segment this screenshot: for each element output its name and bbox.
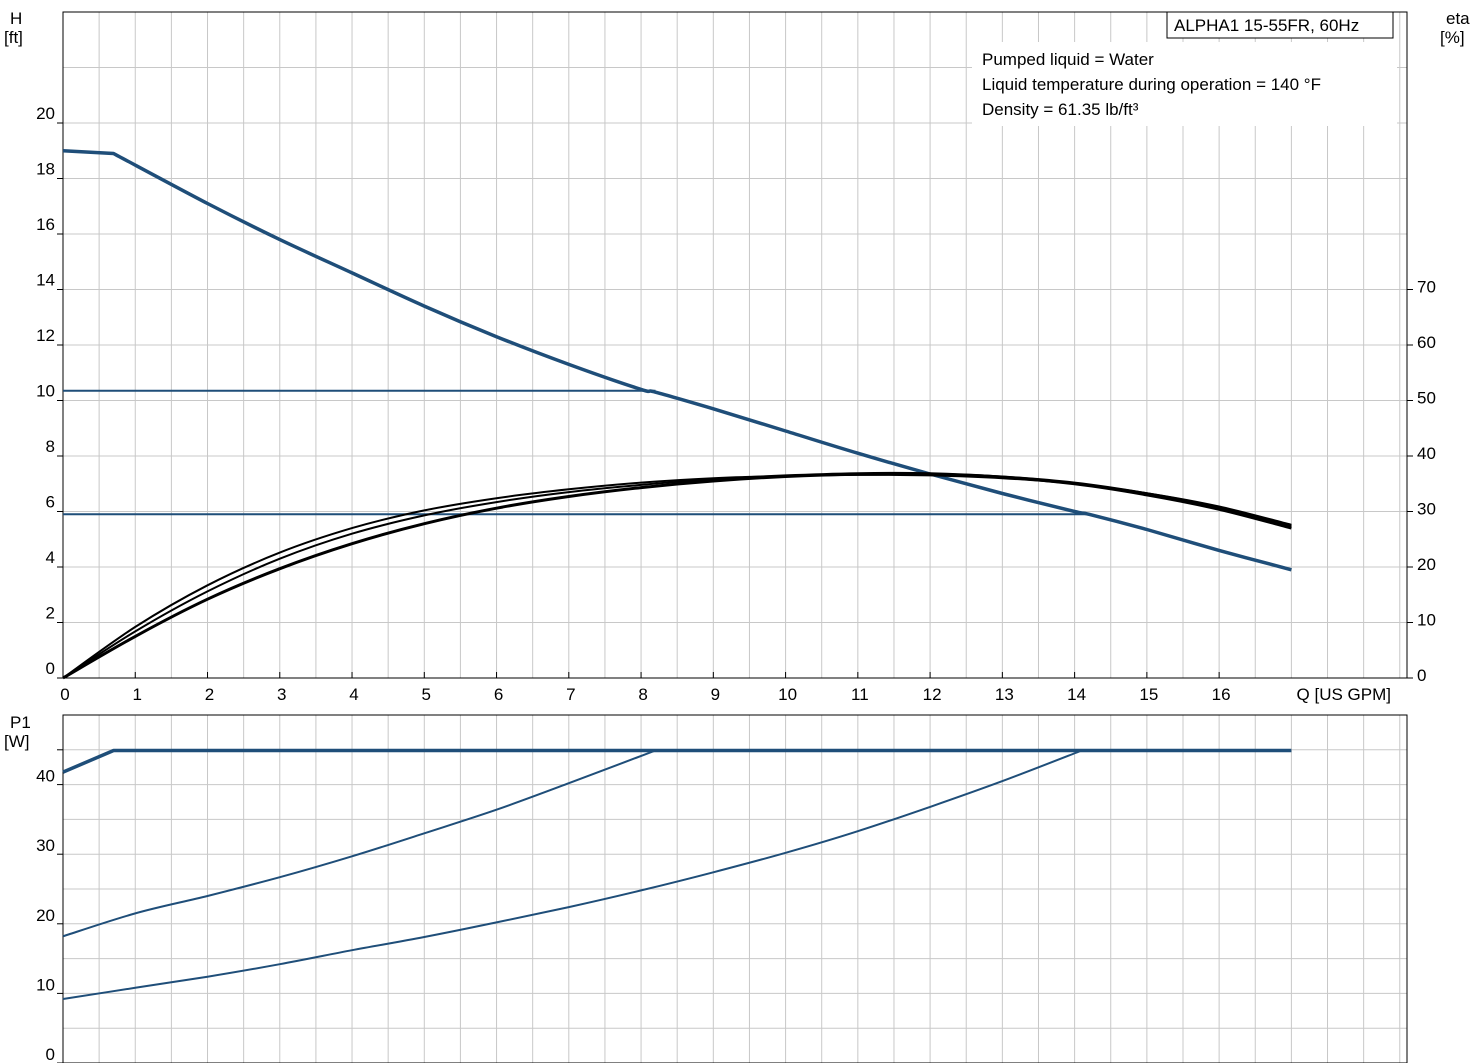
y2-tick-label: 20 [1417,555,1436,574]
y-axis-unit-p1: [W] [4,732,30,751]
y-axis-label-h: H [10,9,22,28]
x-tick-label: 6 [494,685,503,704]
y-tick-label: 6 [46,493,55,512]
x-tick-label: 10 [778,685,797,704]
bottom-plot-frame [62,714,1408,1063]
power-curve [62,749,1083,1000]
y2-axis-unit-eta: [%] [1440,28,1465,47]
top-series-group [62,149,1292,680]
chart-title: ALPHA1 15-55FR, 60Hz [1174,16,1359,35]
x-tick-label: 16 [1212,685,1231,704]
x-tick-label: 4 [349,685,358,704]
x-tick-label: 8 [638,685,647,704]
x-tick-label: 2 [205,685,214,704]
y-tick-label: 16 [36,215,55,234]
y-tick-label: 20 [36,104,55,123]
x-tick-label: 9 [711,685,720,704]
y-tick-label: 0 [46,659,55,678]
efficiency-curve [62,472,1292,680]
p1-tick-label: 0 [46,1045,55,1063]
y2-tick-label: 60 [1417,333,1436,352]
y-tick-label: 2 [46,604,55,623]
p1-tick-label: 20 [36,906,55,925]
annotation-liquid-temperature: Liquid temperature during operation = 14… [982,75,1321,94]
x-tick-label: 3 [277,685,286,704]
annotation-background [972,42,1397,126]
y-tick-label: 18 [36,160,55,179]
y2-tick-label: 50 [1417,389,1436,408]
power-curve [62,749,656,938]
annotation-pumped-liquid: Pumped liquid = Water [982,50,1154,69]
y-tick-label: 10 [36,382,55,401]
y-tick-label: 12 [36,326,55,345]
x-tick-label: 14 [1067,685,1086,704]
bottom-grid [63,715,1407,1063]
annotation-density: Density = 61.35 lb/ft³ [982,100,1139,119]
y2-tick-label: 40 [1417,444,1436,463]
x-tick-label: 0 [60,685,69,704]
top-axis-ticks: 0 1 2 3 4 5 6 7 8 9 10 11 12 13 14 15 160246810121416182… [36,104,1436,704]
p1-tick-label: 30 [36,836,55,855]
x-tick-label: 11 [851,685,869,704]
y2-tick-label: 10 [1417,611,1436,630]
p1-tick-label: 10 [36,975,55,994]
x-axis-label-q: Q [US GPM] [1297,685,1391,704]
y-tick-label: 14 [36,271,55,290]
title-box [1166,11,1394,39]
y-axis-label-p1: P1 [10,713,31,732]
p1-tick-label: 40 [36,767,55,786]
x-tick-label: 7 [566,685,575,704]
y2-tick-label: 30 [1417,500,1436,519]
y-axis-unit-h: [ft] [4,28,23,47]
y2-tick-label: 0 [1417,666,1426,685]
y2-axis-label-eta: eta [1446,9,1470,28]
x-tick-label: 13 [995,685,1014,704]
bottom-axis-ticks: 0 10 20 30 40 [36,749,63,1063]
x-tick-label: 5 [422,685,431,704]
y-tick-label: 4 [46,548,55,567]
x-tick-label: 15 [1139,685,1158,704]
power-curve [62,748,1292,774]
y-tick-label: 8 [46,437,55,456]
x-tick-label: 1 [133,685,142,704]
bottom-series-group [62,748,1292,1000]
x-tick-label: 12 [923,685,942,704]
y2-tick-label: 70 [1417,278,1436,297]
